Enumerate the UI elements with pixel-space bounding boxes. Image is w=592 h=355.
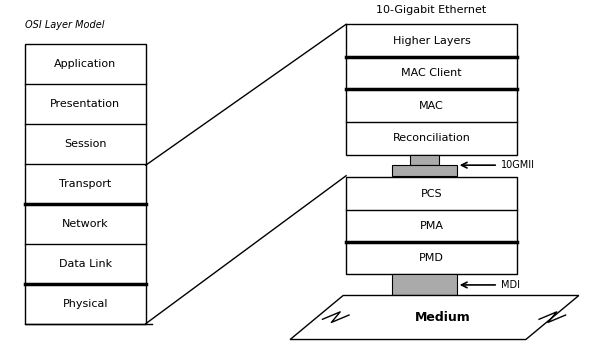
Text: Higher Layers: Higher Layers [392,36,471,45]
Bar [392,274,457,295]
Bar [392,165,457,176]
Text: 10GMII: 10GMII [501,160,535,170]
Bar [410,155,439,165]
Text: Transport: Transport [59,179,111,189]
Text: Application: Application [54,59,117,69]
Text: Medium: Medium [414,311,470,324]
Text: MDI: MDI [501,280,520,290]
Bar [25,44,146,324]
Text: OSI Layer Model: OSI Layer Model [25,20,104,29]
Text: Network: Network [62,219,109,229]
Polygon shape [290,295,579,339]
Text: Reconciliation: Reconciliation [392,133,471,143]
Text: 10-Gigabit Ethernet: 10-Gigabit Ethernet [377,5,487,16]
Text: Presentation: Presentation [50,99,120,109]
Text: PMA: PMA [420,221,443,231]
Text: MAC Client: MAC Client [401,68,462,78]
Text: Physical: Physical [63,299,108,308]
Bar [346,178,517,274]
Text: MAC: MAC [419,101,444,111]
Text: PMD: PMD [419,253,444,263]
Text: PCS: PCS [421,189,442,199]
Bar [346,24,517,155]
Text: Data Link: Data Link [59,259,112,269]
Text: Session: Session [64,139,107,149]
